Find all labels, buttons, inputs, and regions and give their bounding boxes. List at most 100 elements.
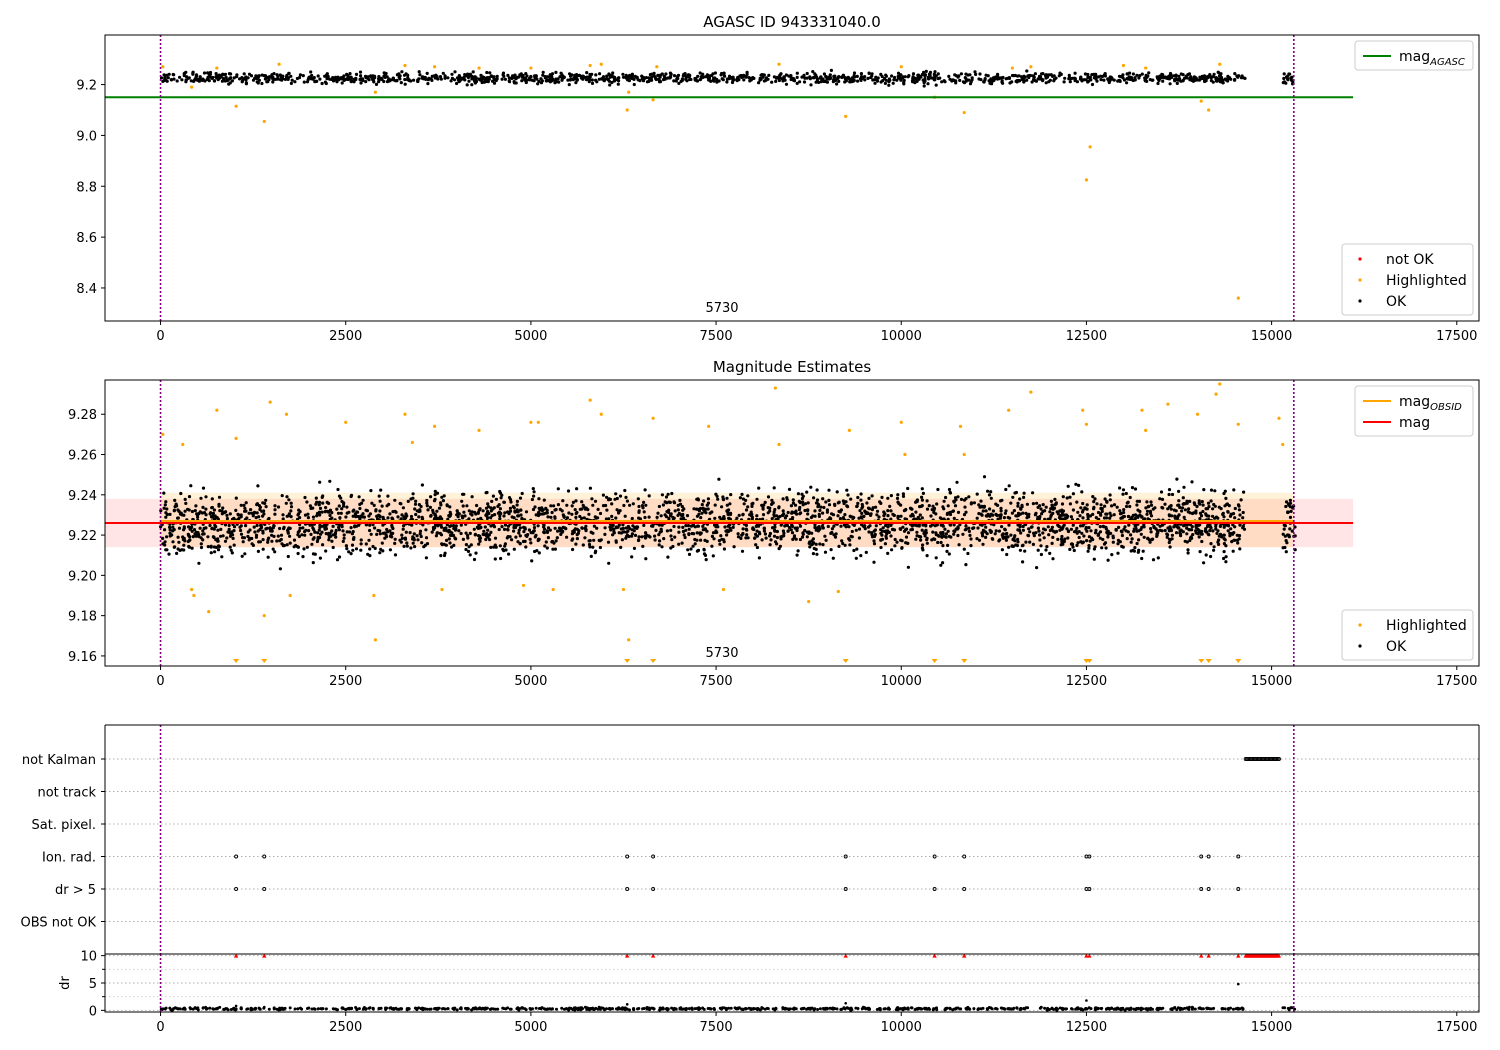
data-point [1156, 81, 1160, 86]
data-point [403, 77, 407, 82]
data-point [478, 526, 482, 530]
data-point [1222, 550, 1226, 554]
data-point [183, 497, 187, 501]
data-point [1075, 500, 1079, 504]
data-point [1043, 509, 1047, 513]
data-point [570, 532, 575, 536]
data-point [713, 503, 717, 507]
data-point [947, 487, 952, 492]
data-point [536, 524, 540, 528]
data-point [1044, 505, 1048, 509]
data-point [440, 495, 444, 499]
data-point [924, 69, 928, 73]
data-point [385, 75, 389, 79]
data-point [1135, 503, 1139, 507]
data-point [731, 75, 735, 79]
data-point [698, 78, 702, 82]
data-point [672, 524, 676, 529]
data-point [791, 77, 796, 81]
data-point [542, 527, 547, 531]
data-point [494, 497, 498, 501]
data-point [829, 531, 833, 536]
data-point [874, 75, 878, 79]
data-point [512, 524, 516, 528]
data-point [589, 554, 593, 559]
data-point [1019, 531, 1023, 535]
data-point [1009, 501, 1013, 505]
data-point [1108, 493, 1112, 497]
data-point [911, 75, 915, 79]
data-point [1177, 503, 1181, 507]
data-point [922, 84, 926, 88]
data-point [219, 527, 223, 532]
data-point [1178, 505, 1182, 510]
data-point [1047, 73, 1051, 77]
data-point [1129, 549, 1133, 553]
data-point [1086, 549, 1090, 553]
data-point [790, 531, 795, 535]
data-point [548, 528, 552, 532]
data-point [172, 508, 176, 512]
data-point [411, 541, 415, 545]
data-point [932, 510, 936, 514]
data-point [630, 516, 634, 521]
data-point [821, 77, 825, 81]
data-point [567, 511, 571, 515]
y-tick-label: 9.24 [68, 489, 97, 504]
data-point [970, 78, 974, 82]
data-point [1163, 502, 1167, 506]
data-point [1137, 76, 1141, 80]
data-point [159, 76, 164, 80]
data-point [1216, 77, 1220, 82]
data-point [502, 74, 506, 78]
data-point [846, 505, 850, 509]
data-point [255, 502, 259, 506]
data-point [234, 104, 238, 108]
data-point [1196, 531, 1200, 535]
data-point [297, 76, 302, 80]
x-tick-label: 15000 [1251, 674, 1292, 689]
data-point [1137, 538, 1141, 542]
data-point [1167, 540, 1171, 545]
data-point [1284, 539, 1288, 543]
data-point [817, 528, 821, 532]
data-point [289, 81, 293, 85]
data-point [391, 531, 395, 535]
data-point [774, 540, 778, 544]
data-point [416, 79, 420, 84]
data-point [330, 529, 334, 533]
data-point [515, 508, 519, 512]
data-point [1103, 497, 1107, 501]
data-point [309, 532, 313, 537]
data-point [1031, 502, 1035, 506]
data-point [1096, 533, 1100, 537]
data-point [632, 529, 636, 533]
flag-marker [1206, 854, 1211, 859]
x-tick-label: 10000 [881, 674, 922, 689]
data-point [914, 500, 918, 504]
data-point [307, 529, 311, 533]
data-point [351, 537, 356, 541]
data-point [1010, 511, 1015, 515]
data-point [956, 495, 960, 499]
data-point [1084, 422, 1089, 426]
data-point [706, 507, 710, 511]
data-point [271, 75, 275, 79]
data-point [252, 525, 256, 529]
data-point [461, 504, 465, 508]
data-point [865, 501, 869, 505]
data-point [264, 498, 268, 502]
data-point [750, 502, 754, 506]
data-point [868, 524, 872, 528]
data-point [667, 516, 671, 520]
data-point [442, 494, 446, 498]
data-point [348, 76, 352, 80]
data-point [994, 529, 998, 533]
data-point [995, 513, 999, 518]
data-point [1081, 408, 1085, 412]
data-point [657, 533, 661, 537]
data-point [721, 587, 726, 592]
data-point [800, 496, 805, 501]
flag-marker [1087, 887, 1092, 891]
data-point [787, 526, 792, 530]
